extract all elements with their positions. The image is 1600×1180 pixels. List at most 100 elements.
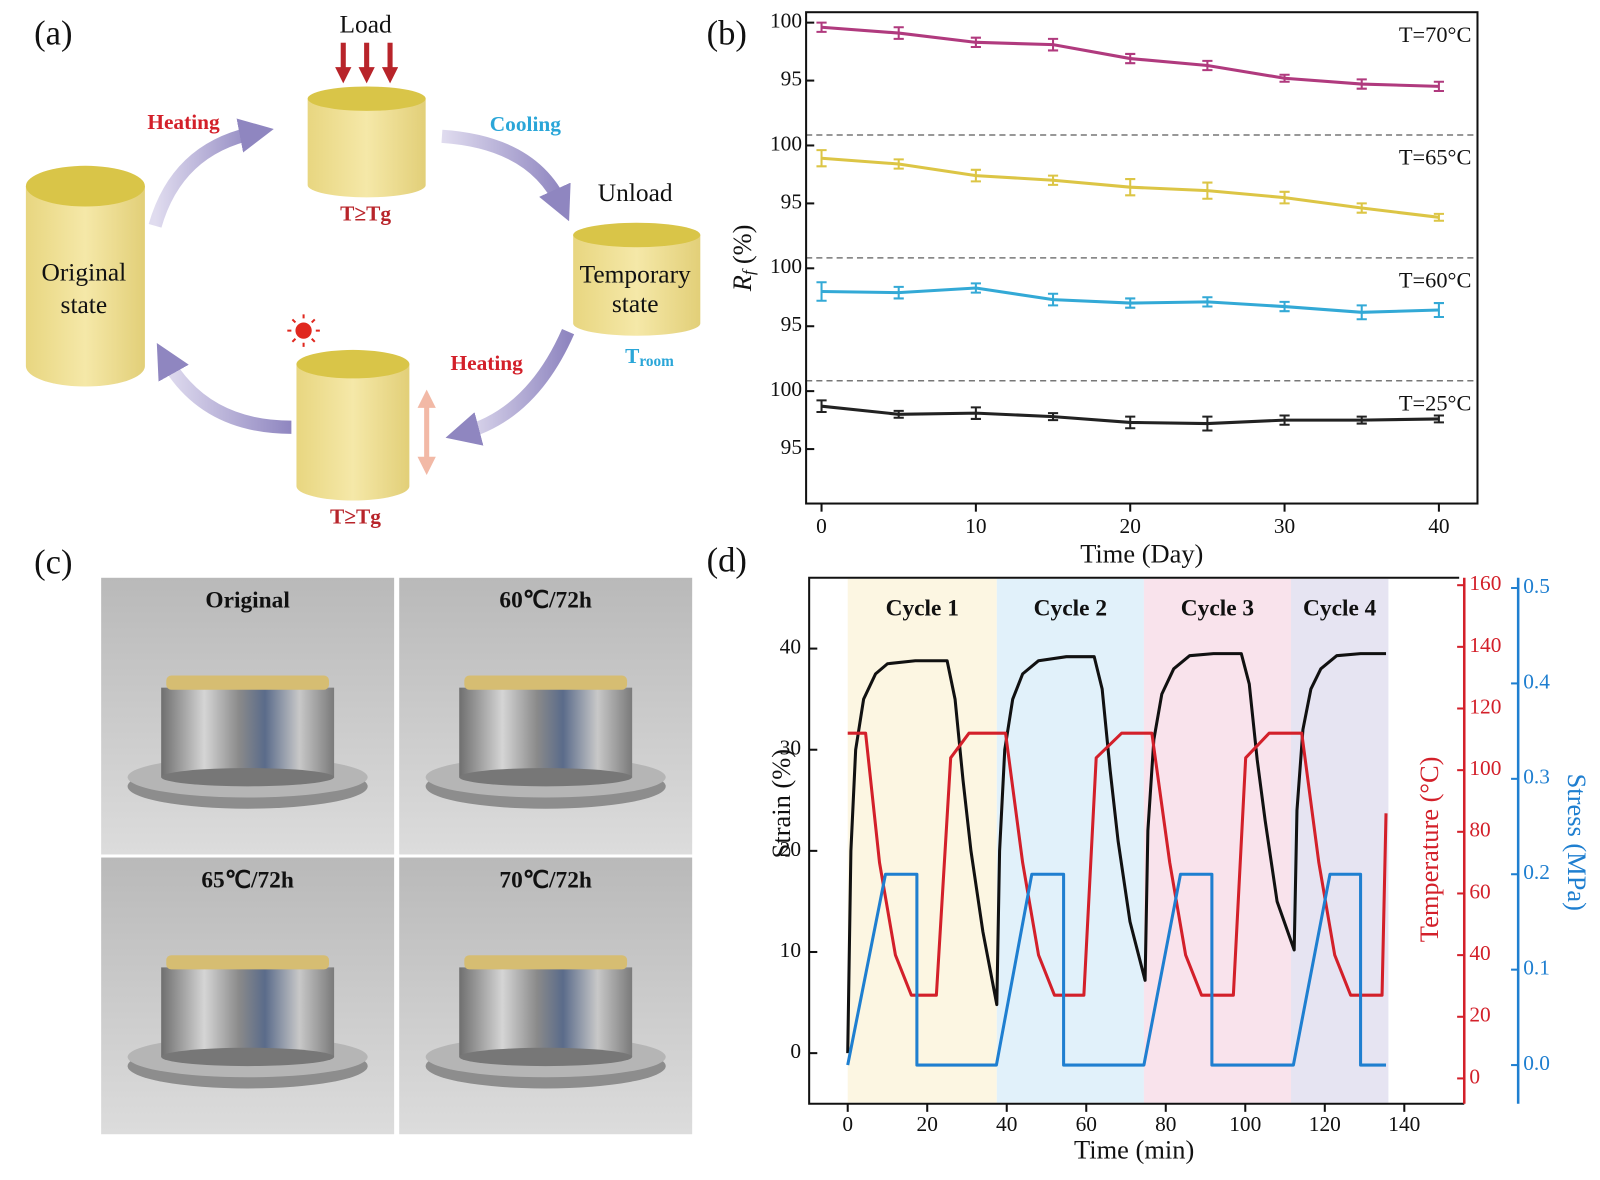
- panel-label: (c): [34, 544, 72, 582]
- photo-label: 65℃/72h: [201, 867, 294, 893]
- symbol: T: [625, 344, 639, 368]
- y2-tick-label: 100: [1469, 756, 1501, 780]
- error-bar: [1279, 300, 1290, 313]
- cycle-arrow: [156, 342, 292, 434]
- y2-axis-title: Temperature (°C): [1414, 757, 1444, 943]
- error-bar: [816, 149, 827, 168]
- y-tick-label: 95: [781, 189, 802, 213]
- photo-label: Original: [205, 588, 290, 614]
- x-axis-title: Time (min): [1074, 1135, 1194, 1165]
- cylinder: [307, 98, 426, 198]
- y-tick-label: 100: [770, 131, 802, 155]
- error-bar: [1125, 178, 1136, 197]
- y2-tick-label: 20: [1469, 1003, 1490, 1027]
- error-bar: [970, 406, 981, 420]
- y-tick-label: 100: [770, 9, 802, 33]
- plot-frame: [805, 11, 1479, 505]
- cylinder: [161, 687, 335, 778]
- error-bar: [1202, 59, 1213, 72]
- cycle-arrow: [441, 129, 571, 222]
- error-bar: [1047, 174, 1059, 186]
- sample: [464, 955, 628, 970]
- heat-icon: [287, 314, 320, 347]
- y-axis-title: Rf (%): [727, 225, 758, 293]
- cylinder-base: [459, 768, 633, 787]
- cylinder-top: [307, 86, 426, 111]
- cylinder: [459, 687, 633, 778]
- cylinder-top: [25, 165, 145, 207]
- y-tick-label: 0: [790, 1039, 801, 1063]
- x-tick-label: 100: [1229, 1112, 1261, 1136]
- x-tick-label: 0: [842, 1112, 853, 1136]
- y3-axis-title: Stress (MPa): [1562, 774, 1592, 911]
- y-tick-label: 20: [780, 837, 801, 861]
- unit: (%): [727, 225, 757, 265]
- state-label: Original: [41, 257, 126, 286]
- unload-label: Unload: [598, 178, 673, 207]
- error-bar: [1125, 52, 1136, 65]
- y-axis-title: Strain (%): [766, 749, 796, 858]
- y3-tick-label: 0.2: [1523, 860, 1550, 884]
- cylinder: [573, 234, 701, 336]
- cylinder: [161, 967, 335, 1057]
- error-bar: [1356, 415, 1367, 425]
- subscript: f: [739, 268, 758, 275]
- sample: [464, 675, 628, 690]
- sample: [166, 675, 330, 690]
- y2-tick-label: 40: [1469, 941, 1490, 965]
- series-line: [846, 652, 1387, 1054]
- symbol: R: [727, 275, 757, 292]
- y2-tick-label: 120: [1469, 694, 1501, 718]
- y3-tick-label: 0.1: [1523, 956, 1550, 980]
- cycle-region: [847, 578, 997, 1103]
- y-tick-label: 10: [780, 938, 801, 962]
- error-bar: [1125, 415, 1136, 430]
- y-tick-label: 95: [781, 66, 802, 90]
- cycle-label: Cycle 2: [1034, 596, 1107, 622]
- cycle-region: [1291, 578, 1389, 1103]
- x-tick-label: 20: [917, 1112, 938, 1136]
- cylinder-top: [296, 349, 410, 379]
- y-tick-label: 95: [781, 435, 802, 459]
- state-label: state: [61, 290, 108, 319]
- cycle-label: Cycle 3: [1181, 596, 1254, 622]
- cylinder-base: [161, 1047, 335, 1067]
- state-label: state: [612, 289, 659, 318]
- cylinder-top: [573, 222, 701, 248]
- y-tick-label: 95: [781, 312, 802, 336]
- y2-tick-label: 0: [1469, 1064, 1480, 1088]
- error-bar: [1202, 181, 1213, 200]
- x-axis-title: Time (Day): [1080, 538, 1203, 568]
- error-bar: [893, 285, 904, 300]
- cooling-label: Cooling: [490, 112, 562, 136]
- y3-tick-label: 0.0: [1523, 1051, 1550, 1075]
- cycle-arrow: [148, 118, 274, 228]
- cycle-label: Cycle 4: [1303, 596, 1377, 622]
- cylinder: [296, 364, 410, 501]
- y-tick-label: 100: [770, 254, 802, 278]
- y-tick-label: 30: [780, 736, 801, 760]
- x-tick-label: 80: [1155, 1112, 1176, 1136]
- load-label: Load: [340, 9, 393, 38]
- photo-label: 70℃/72h: [499, 867, 592, 893]
- y2-tick-label: 160: [1469, 571, 1501, 595]
- state-label: Temporary: [580, 260, 691, 289]
- error-bar: [1433, 212, 1444, 222]
- heating-label: Heating: [450, 351, 523, 375]
- error-bar: [1356, 304, 1367, 321]
- y3-tick-label: 0.4: [1523, 669, 1550, 693]
- series-label: T=65°C: [1399, 145, 1471, 170]
- cycle-label: Cycle 1: [886, 596, 959, 622]
- photo-grid: (c) Original 60℃/72h 65℃/72h 70℃/72h: [34, 544, 693, 1135]
- subscript: room: [639, 353, 674, 370]
- error-bar: [1202, 296, 1213, 308]
- condition-label: T≥Tg: [330, 505, 381, 529]
- x-tick-label: 60: [1076, 1112, 1097, 1136]
- series-line: [847, 731, 1388, 997]
- error-bar: [1356, 78, 1367, 90]
- cylinder: [25, 186, 145, 387]
- cylinder: [459, 967, 633, 1057]
- error-bar: [970, 36, 981, 48]
- cylinder-base: [459, 1047, 633, 1067]
- error-bar: [816, 281, 827, 302]
